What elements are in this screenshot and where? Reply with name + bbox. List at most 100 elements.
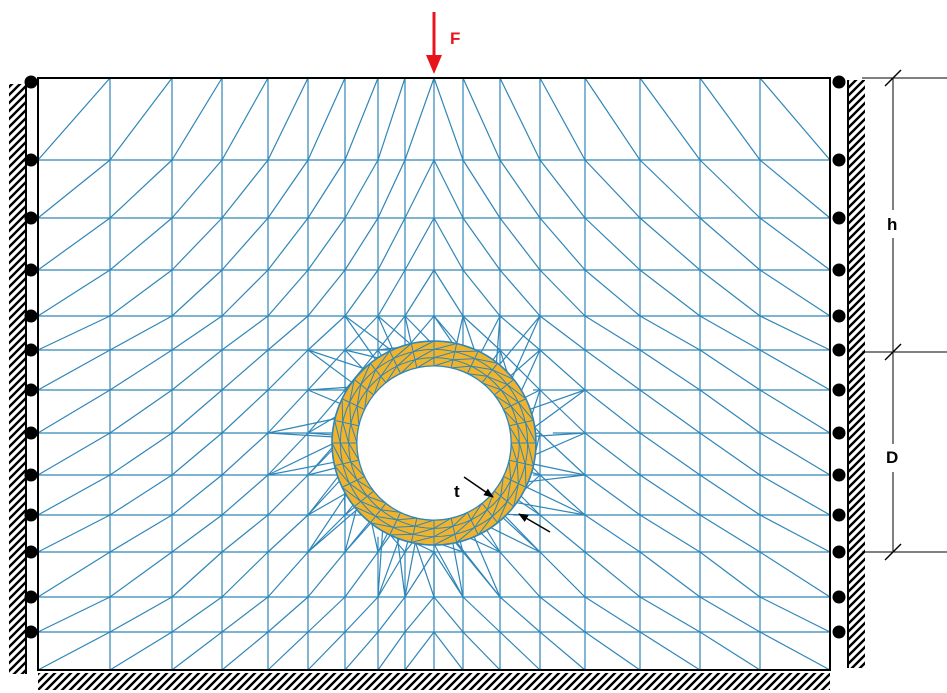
mesh-diagonal-line (267, 551, 309, 598)
mesh-diagonal-line (344, 631, 379, 671)
mesh-diagonal-line (171, 596, 223, 633)
mesh-diagonal-line (499, 269, 541, 317)
liner-diagonal-edge (510, 405, 526, 423)
mesh-diagonal-line (639, 551, 701, 598)
liner-radial-edge (370, 362, 387, 384)
liner-radial-edge (450, 343, 458, 369)
mesh-diagonal-line (462, 77, 501, 161)
liner-diagonal-edge (342, 463, 358, 481)
mesh-diagonal-line (221, 389, 269, 434)
mesh-diagonal-line (584, 315, 641, 351)
liner-diagonal-edge (481, 382, 501, 391)
mesh-radial-connector (404, 541, 409, 553)
mesh-diagonal-line (344, 159, 379, 219)
liner-diagonal-edge (454, 350, 479, 353)
right-roller (832, 309, 846, 323)
liner-diagonal-edge (364, 389, 368, 410)
mesh-diagonal-line (539, 474, 586, 516)
liner-diagonal-edge (518, 442, 526, 464)
mesh-radial-connector (511, 315, 541, 378)
mesh-diagonal-line (462, 596, 501, 633)
mesh-diagonal-line (454, 541, 464, 553)
mesh-diagonal-line (267, 596, 309, 633)
mesh-diagonal-line (221, 474, 269, 516)
liner-diagonal-edge (524, 463, 527, 488)
thickness-label: t (454, 482, 460, 501)
mesh-diagonal-line (109, 77, 173, 161)
mesh-diagonal-line (699, 596, 761, 633)
liner-diagonal-edge (456, 527, 475, 543)
liner-radial-edge (389, 350, 402, 374)
mesh-diagonal-line (37, 77, 111, 161)
mesh-diagonal-line (171, 77, 223, 161)
mesh-diagonal-line (584, 551, 641, 598)
mesh-diagonal-line (639, 159, 701, 219)
liner-diagonal-edge (414, 519, 435, 527)
liner-diagonal-edge (385, 365, 398, 384)
mesh-diagonal-line (37, 315, 111, 351)
mesh-diagonal-line (699, 315, 761, 351)
mesh-radial-connector (492, 349, 501, 361)
mesh-diagonal-line (639, 217, 701, 271)
mesh-diagonal-line (377, 631, 406, 671)
liner-diagonal-edge (433, 359, 454, 367)
right-roller (832, 508, 846, 522)
liner-diagonal-edge (370, 522, 394, 528)
liner-radial-edge (503, 398, 527, 411)
mesh-radial-connector (506, 513, 541, 516)
liner-diagonal-edge (342, 422, 350, 444)
mesh-radial-connector (415, 542, 435, 553)
mesh-radial-connector (499, 349, 508, 372)
mesh-diagonal-line (221, 217, 269, 271)
mesh-diagonal-line (539, 389, 586, 434)
mesh-diagonal-line (37, 631, 111, 671)
mesh-diagonal-line (37, 514, 111, 553)
mesh-diagonal-line (267, 349, 309, 391)
mesh-diagonal-line (532, 467, 541, 476)
diameter-label-bg (884, 444, 904, 472)
mesh-diagonal-line (307, 631, 346, 671)
right-roller (832, 545, 846, 559)
mesh-diagonal-line (584, 596, 641, 633)
mesh-diagonal-line (462, 269, 501, 317)
liner-diagonal-edge (350, 423, 358, 444)
right-wall-hatch (848, 80, 865, 668)
mesh-diagonal-line (699, 551, 761, 598)
mesh-radial-connector (504, 515, 541, 553)
liner-diagonal-edge (380, 358, 394, 377)
mesh-radial-connector (377, 538, 400, 598)
mesh-diagonal-line (37, 349, 111, 391)
liner-radial-edge (466, 350, 479, 374)
mesh-diagonal-line (377, 269, 406, 317)
mesh-diagonal-line (109, 389, 173, 434)
mesh-radial-connector (307, 509, 358, 553)
right-roller (832, 75, 846, 89)
mesh-diagonal-line (539, 159, 586, 219)
mesh-diagonal-line (584, 77, 641, 161)
mesh-diagonal-line (759, 315, 831, 351)
liner-diagonal-edge (516, 423, 529, 444)
mesh-diagonal-line (37, 432, 111, 476)
liner-diagonal-edge (510, 442, 518, 463)
left-roller (24, 590, 38, 604)
mesh-diagonal-line (699, 474, 761, 516)
liner-diagonal-edge (411, 536, 435, 543)
mesh-diagonal-line (344, 77, 379, 161)
mesh-diagonal-line (267, 474, 309, 516)
liner-diagonal-edge (452, 358, 475, 361)
mesh-diagonal-line (109, 631, 173, 671)
mesh-radial-connector (307, 493, 346, 516)
mesh-radial-connector (452, 543, 464, 598)
mesh-diagonal-line (267, 389, 309, 434)
liner-diagonal-edge (360, 363, 371, 385)
liner-diagonal-edge (416, 357, 435, 369)
liner-diagonal-edge (474, 358, 498, 364)
liner-diagonal-edge (412, 340, 435, 353)
mesh-radial-connector (377, 315, 394, 350)
mesh-diagonal-line (584, 389, 641, 434)
mesh-diagonal-line (221, 159, 269, 219)
left-roller (24, 545, 38, 559)
liner-radial-edge (508, 459, 534, 467)
left-roller (24, 343, 38, 357)
mesh-diagonal-line (109, 551, 173, 598)
